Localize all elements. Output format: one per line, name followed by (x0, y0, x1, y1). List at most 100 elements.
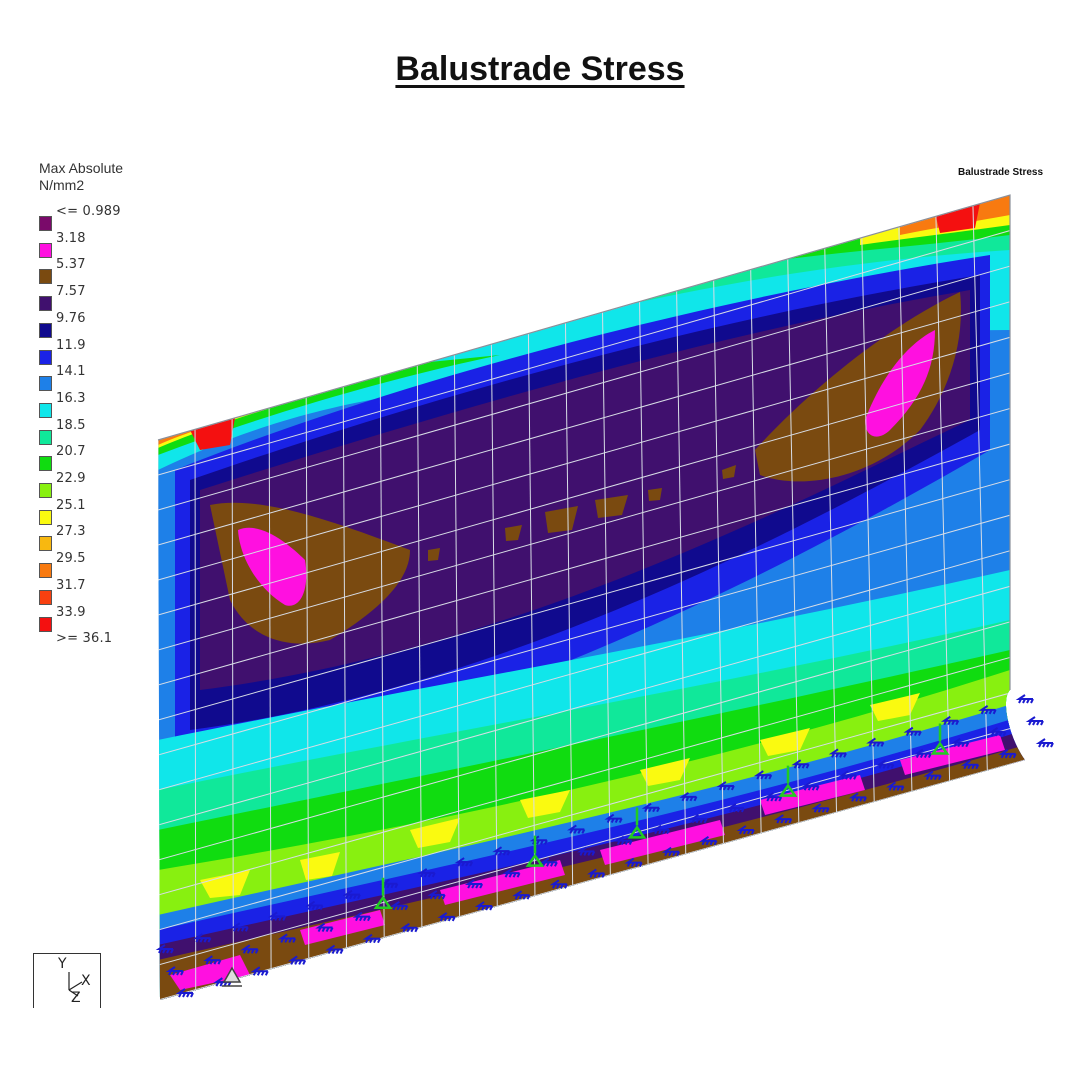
pinned-support-icon (604, 813, 623, 824)
mesh-line (158, 371, 1015, 616)
pinned-support-icon (512, 890, 531, 900)
pinned-support-icon (903, 726, 922, 737)
pinned-support-icon (641, 802, 660, 813)
legend-label: 27.3 (56, 524, 86, 540)
legend-swatch (39, 429, 52, 445)
pinned-support-icon (240, 944, 259, 954)
axis-y-label: Y (58, 956, 67, 972)
pinned-support-icon (838, 770, 857, 780)
pinned-support-icon (539, 857, 558, 867)
legend-swatch (39, 296, 52, 312)
legend-swatch (39, 216, 52, 231)
legend-item: 22.9 (39, 471, 139, 506)
legend-swatch (39, 589, 52, 605)
legend-item: 18.5 (39, 418, 139, 453)
legend-swatch (39, 456, 52, 472)
pinned-support-icon (213, 977, 232, 987)
pinned-support-icon (250, 966, 269, 976)
legend-swatch (39, 322, 52, 338)
pinned-support-icon (866, 737, 885, 747)
legend-label: 18.5 (56, 417, 86, 433)
pinned-support-icon (689, 813, 708, 824)
pinned-support-icon (315, 922, 334, 932)
pinned-support-icon (454, 857, 474, 867)
legend-item: 25.1 (39, 498, 139, 533)
legend-label: 20.7 (56, 444, 86, 460)
mesh-line (158, 229, 1012, 476)
pinned-support-icon (998, 749, 1017, 759)
pinned-support-icon (165, 966, 184, 976)
legend-swatch (39, 402, 52, 418)
mesh-line (158, 441, 1017, 686)
pinned-support-icon (474, 901, 494, 911)
legend-swatch (39, 483, 52, 498)
pinned-support-icon (203, 955, 222, 965)
legend-label: 25.1 (56, 497, 86, 513)
pinned-support-icon (791, 759, 810, 769)
pinned-support-icon (661, 846, 680, 857)
legend-item: 33.9 (39, 605, 139, 640)
pinned-support-icon (940, 715, 960, 726)
legend-label: 7.57 (56, 284, 86, 300)
panel-outline (157, 194, 1011, 690)
mesh-line (158, 688, 1024, 931)
legend-label: 31.7 (56, 577, 86, 593)
pinned-support-icon (828, 748, 847, 758)
pinned-support-icon (464, 879, 484, 889)
pinned-support-icon (753, 770, 773, 780)
pinned-support-icon (1035, 738, 1054, 748)
pinned-support-icon (305, 900, 324, 910)
mesh-line (1009, 195, 1025, 761)
legend-label: 29.5 (56, 551, 86, 567)
pinned-support-icon (390, 900, 409, 911)
mesh-line (158, 653, 1023, 896)
pinned-support-icon (624, 857, 643, 868)
pinned-support-icon (417, 868, 436, 878)
pinned-support-icon (950, 737, 970, 748)
pinned-support-icon (811, 803, 830, 813)
legend-item: 20.7 (39, 444, 139, 479)
legend-item: 7.57 (39, 284, 139, 319)
roller-support-icon (373, 877, 393, 909)
legend-item: 29.5 (39, 551, 139, 586)
pinned-support-icon (577, 846, 596, 856)
legend-item: 9.76 (39, 311, 139, 346)
mesh-line (158, 547, 1020, 791)
legend-item: 11.9 (39, 338, 139, 373)
pinned-support-icon (773, 814, 793, 824)
legend-label: 14.1 (56, 364, 86, 380)
pinned-support-icon (960, 759, 980, 770)
pinned-support-icon (342, 889, 361, 900)
legend-item: 16.3 (39, 391, 139, 426)
pinned-support-icon (1015, 694, 1034, 704)
legend-label: 22.9 (56, 471, 86, 486)
legend-label: 16.3 (56, 390, 86, 406)
legend-swatch (39, 269, 52, 285)
pinned-support-icon (886, 781, 905, 791)
pinned-support-icon (193, 933, 212, 943)
pinned-support-icon (614, 835, 633, 846)
pinned-support-icon (287, 955, 307, 965)
pinned-support-icon (492, 846, 511, 856)
pinned-support-icon (437, 912, 456, 922)
pinned-support-icon (175, 988, 194, 998)
roller-support-icon (525, 835, 545, 867)
mesh-line (158, 265, 1013, 511)
legend-item: <= 0.989 (39, 204, 139, 239)
pinned-support-icon (267, 911, 287, 921)
axis-triad-icon (68, 972, 83, 997)
pinned-support-icon (427, 890, 446, 900)
pinned-support-icon (726, 803, 745, 813)
stress-legend: Max Absolute N/mm2 <= 0.989 3.18 5.37 7.57 9… (39, 160, 123, 646)
legend-item: 5.37 (39, 257, 139, 292)
legend-swatch (39, 376, 52, 392)
mesh-line (158, 335, 1014, 581)
roller-support-icon (778, 765, 798, 797)
pinned-support-icon (679, 791, 698, 802)
legend-swatch (39, 242, 52, 258)
page-title: Balustrade Stress (395, 50, 685, 88)
pinned-support-icon (651, 824, 670, 835)
legend-label: 33.9 (56, 604, 86, 620)
